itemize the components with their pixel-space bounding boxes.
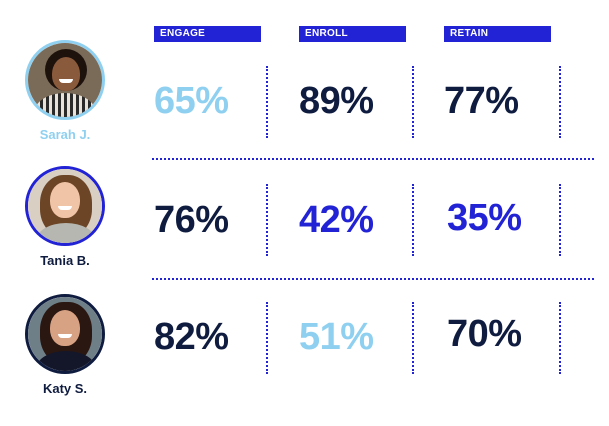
avatar-katy: [25, 294, 105, 374]
metric-katy-engage: 82%: [154, 316, 229, 358]
column-divider: [559, 184, 561, 256]
metric-sarah-retain: 77%: [444, 80, 519, 122]
person-name-sarah: Sarah J.: [39, 127, 91, 142]
avatar-tania: [25, 166, 105, 246]
column-divider: [266, 66, 268, 138]
column-divider: [266, 184, 268, 256]
row-divider: [152, 278, 594, 280]
enroll-column-header: ENROLL: [299, 26, 406, 42]
column-divider: [412, 184, 414, 256]
retain-column-header: RETAIN: [444, 26, 551, 42]
person-tania: Tania B.: [20, 166, 110, 268]
column-divider: [559, 302, 561, 374]
column-divider: [559, 66, 561, 138]
metric-tania-retain: 35%: [447, 197, 522, 239]
engage-column-header: ENGAGE: [154, 26, 261, 42]
metric-katy-enroll: 51%: [299, 316, 374, 358]
column-divider: [412, 302, 414, 374]
avatar-sarah: [25, 40, 105, 120]
metric-tania-enroll: 42%: [299, 199, 374, 241]
metric-sarah-engage: 65%: [154, 80, 229, 122]
metric-sarah-enroll: 89%: [299, 80, 374, 122]
metric-tania-engage: 76%: [154, 199, 229, 241]
metric-katy-retain: 70%: [447, 313, 522, 355]
column-divider: [266, 302, 268, 374]
column-divider: [412, 66, 414, 138]
person-sarah: Sarah J.: [20, 40, 110, 142]
person-name-tania: Tania B.: [40, 253, 90, 268]
person-katy: Katy S.: [20, 294, 110, 396]
row-divider: [152, 158, 594, 160]
person-name-katy: Katy S.: [42, 381, 88, 396]
